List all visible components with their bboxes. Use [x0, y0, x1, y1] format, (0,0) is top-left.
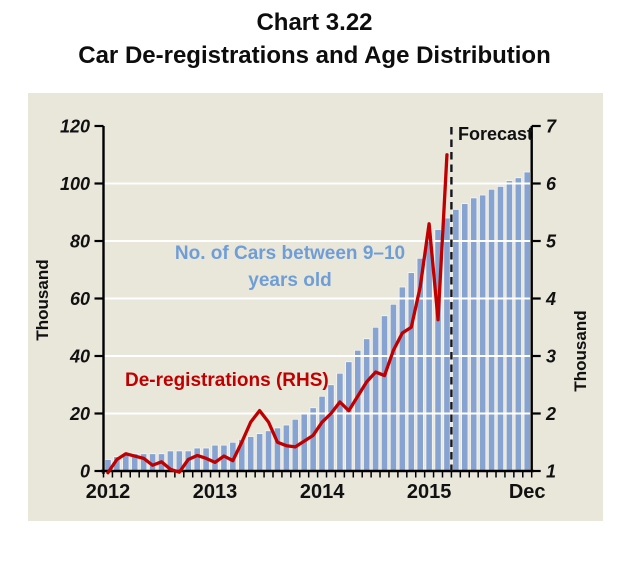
age-distribution-bar	[443, 217, 451, 472]
deregistrations-line	[106, 153, 449, 475]
x-axis-year-label: 2015	[407, 481, 452, 503]
left-axis-tick-label: 40	[69, 347, 90, 367]
right-axis-tick-label: 5	[546, 232, 557, 252]
chart-panel: 0 20 40 60 80 100 120 1 2 3 4 5 6 7 2012 2013 2014 2015 De…	[28, 93, 603, 521]
tick-labels-layer: 0 20 40 60 80 100 120 1 2 3 4 5 6 7 2012 2013 2014 2015 De…	[60, 117, 557, 504]
x-axis-year-label: Dec	[509, 481, 546, 503]
x-axis-year-label: 2013	[193, 481, 238, 503]
left-axis-tick-label: 80	[70, 232, 90, 252]
deregistrations-line-layer	[106, 153, 449, 475]
age-distribution-bar	[496, 185, 505, 472]
age-distribution-bar	[487, 188, 496, 472]
x-axis-year-label: 2012	[86, 481, 131, 503]
left-axis-tick-label: 0	[80, 462, 90, 482]
age-distribution-bar	[371, 326, 380, 472]
age-distribution-bar	[318, 395, 326, 472]
age-distribution-bar	[282, 424, 290, 472]
left-axis-tick-label: 20	[69, 404, 90, 424]
age-distribution-bar	[309, 407, 317, 472]
left-axis-tick-label: 120	[60, 117, 90, 137]
age-distribution-bar	[470, 197, 478, 472]
right-axis-tick-label: 2	[545, 404, 556, 424]
bars-series-label-line2: years old	[248, 270, 331, 291]
age-distribution-bar	[247, 436, 255, 472]
age-distribution-bar	[514, 177, 522, 472]
age-distribution-bar	[407, 272, 415, 472]
chart-title-text: Car De-registrations and Age Distributio…	[78, 42, 551, 69]
age-distribution-bar	[380, 315, 389, 472]
chart-title: Chart 3.22 Car De-registrations and Age …	[0, 0, 629, 72]
right-axis-tick-label: 4	[545, 289, 556, 309]
age-distribution-bar	[193, 447, 201, 472]
bars-series-label-line1: No. of Cars between 9–10	[175, 243, 405, 264]
age-distribution-bar	[523, 171, 531, 472]
chart-number: Chart 3.22	[256, 9, 373, 36]
left-axis-tick-label: 100	[60, 174, 90, 194]
age-distribution-bar	[336, 372, 344, 472]
right-axis-tick-label: 7	[546, 117, 557, 137]
x-axis-year-label: 2014	[300, 481, 345, 503]
age-distribution-bar	[452, 208, 460, 472]
forecast-label: Forecast	[458, 124, 533, 144]
left-axis-title: Thousand	[33, 259, 52, 340]
age-distribution-bar	[256, 433, 264, 472]
age-distribution-bar	[345, 361, 353, 472]
age-distribution-bar	[211, 444, 219, 472]
age-distribution-bar	[363, 338, 371, 472]
age-distribution-bar	[327, 384, 335, 472]
line-series-label: De-registrations (RHS)	[125, 370, 329, 391]
gridlines-layer	[103, 182, 532, 415]
age-distribution-bar	[389, 303, 398, 472]
age-distribution-chart: 0 20 40 60 80 100 120 1 2 3 4 5 6 7 2012 2013 2014 2015 De…	[33, 117, 590, 504]
age-distribution-bar	[479, 194, 487, 472]
age-distribution-bar	[505, 180, 514, 472]
age-distribution-bar	[398, 286, 406, 472]
right-axis-tick-label: 1	[546, 462, 556, 482]
axes-layer	[94, 124, 541, 478]
age-distribution-bar	[461, 203, 469, 472]
left-axis-tick-label: 60	[70, 289, 90, 309]
right-axis-tick-label: 3	[546, 347, 556, 367]
age-distribution-bar	[354, 349, 362, 472]
right-axis-tick-label: 6	[546, 174, 557, 194]
age-distribution-bar	[264, 430, 273, 472]
right-axis-title: Thousand	[571, 310, 590, 391]
